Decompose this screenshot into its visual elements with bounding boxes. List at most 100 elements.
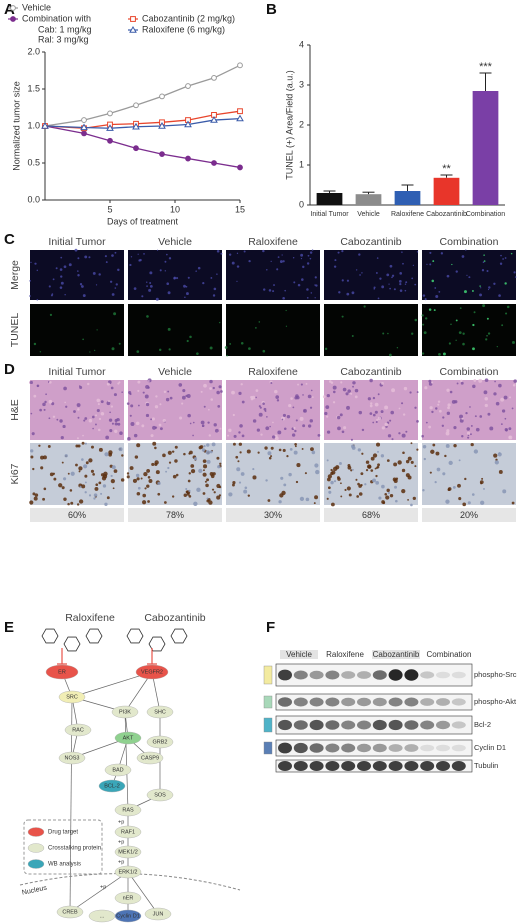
cell-signal: [504, 257, 507, 259]
stained-nucleus: [267, 499, 271, 502]
cell-signal: [487, 332, 491, 335]
percent-box: [128, 508, 222, 522]
nucleus: [277, 430, 282, 435]
cell-signal: [485, 338, 488, 341]
nucleus: [52, 415, 56, 419]
stained-nucleus: [64, 454, 68, 458]
nucleus: [232, 413, 235, 417]
nucleus: [317, 433, 321, 437]
stained-nucleus: [218, 485, 222, 489]
nucleus: [219, 427, 222, 430]
stained-nucleus: [494, 460, 499, 465]
nucleus: [214, 428, 219, 433]
cell-signal: [167, 291, 171, 295]
stained-nucleus: [357, 448, 361, 452]
nucleus: [345, 392, 349, 396]
cell-signal: [114, 287, 117, 289]
cell-signal: [502, 258, 504, 260]
nucleus: [127, 437, 131, 441]
cell-signal: [466, 274, 468, 277]
stained-nucleus: [370, 469, 374, 472]
stained-nucleus: [143, 471, 148, 477]
nucleus: [466, 427, 470, 431]
row-swatch: [263, 717, 273, 733]
nucleus: [51, 402, 55, 406]
cell-signal: [421, 314, 424, 317]
micrograph: [30, 380, 124, 440]
protein-node: [64, 723, 92, 737]
series-line: [44, 117, 241, 129]
cell-signal: [130, 256, 133, 258]
cell-signal: [310, 292, 313, 294]
column-title: Cabozantinib: [340, 366, 401, 378]
cell-signal: [77, 274, 80, 277]
stained-nucleus: [100, 492, 103, 495]
cell-signal: [414, 318, 418, 322]
nucleus: [401, 433, 406, 438]
nucleus: [217, 405, 221, 408]
micrograph: [422, 250, 516, 300]
protein-node: [146, 705, 174, 719]
cell-signal: [341, 315, 344, 318]
cell-signal: [111, 293, 115, 296]
cell-signal: [285, 309, 287, 312]
cell-signal: [434, 287, 437, 289]
protein-label: CREB: [62, 909, 78, 915]
stained-nucleus: [283, 483, 287, 487]
nucleus: [60, 436, 64, 440]
cell-signal: [49, 313, 53, 316]
band: [388, 744, 403, 752]
cell-signal: [483, 254, 485, 256]
cell-signal: [59, 268, 63, 271]
protein-label: Bcl-2: [474, 720, 491, 729]
cell-signal: [164, 260, 167, 263]
cell-signal: [446, 274, 450, 278]
band: [325, 761, 340, 771]
nucleus: [445, 431, 450, 436]
protein-label: Cyclin D1: [474, 743, 506, 752]
stained-nucleus: [106, 496, 110, 500]
stained-nucleus: [67, 472, 70, 475]
stained-nucleus: [412, 496, 416, 501]
cell-signal: [236, 265, 240, 268]
cell-signal: [358, 253, 361, 256]
stained-nucleus: [365, 469, 369, 472]
band: [325, 743, 340, 753]
panel-label: E: [4, 619, 14, 636]
stained-nucleus: [447, 487, 452, 491]
marker: [237, 108, 243, 115]
stained-nucleus: [330, 471, 334, 476]
nucleus: [129, 414, 132, 417]
column-title: Initial Tumor: [48, 236, 106, 248]
stained-nucleus: [252, 468, 255, 471]
stained-nucleus: [498, 470, 503, 474]
column-title: Combination: [440, 366, 499, 378]
stained-nucleus: [85, 461, 89, 465]
nucleus: [169, 396, 173, 400]
cell-signal: [185, 285, 188, 288]
cell-signal: [314, 297, 316, 299]
cell-signal: [463, 290, 467, 294]
nucleus: [262, 402, 265, 405]
cell-signal: [262, 349, 266, 353]
protein-label: RAF1: [121, 829, 135, 835]
cell-signal: [94, 349, 96, 352]
nucleus: [305, 382, 308, 385]
cell-signal: [111, 254, 114, 257]
protein-node: [58, 690, 86, 704]
cell-signal: [149, 284, 153, 288]
stained-nucleus: [330, 502, 335, 507]
band: [372, 743, 387, 753]
cell-signal: [88, 256, 91, 259]
stained-nucleus: [183, 493, 188, 497]
nucleus: [36, 384, 40, 388]
nucleus: [325, 405, 330, 410]
legend-label: Vehicle: [22, 2, 51, 12]
nucleus: [209, 379, 213, 384]
cell-signal: [166, 282, 170, 285]
legend-label: Combination with: [22, 13, 91, 23]
nucleus: [208, 434, 211, 437]
stained-nucleus: [267, 451, 272, 456]
nucleus: [307, 424, 312, 428]
cell-signal: [276, 268, 279, 271]
